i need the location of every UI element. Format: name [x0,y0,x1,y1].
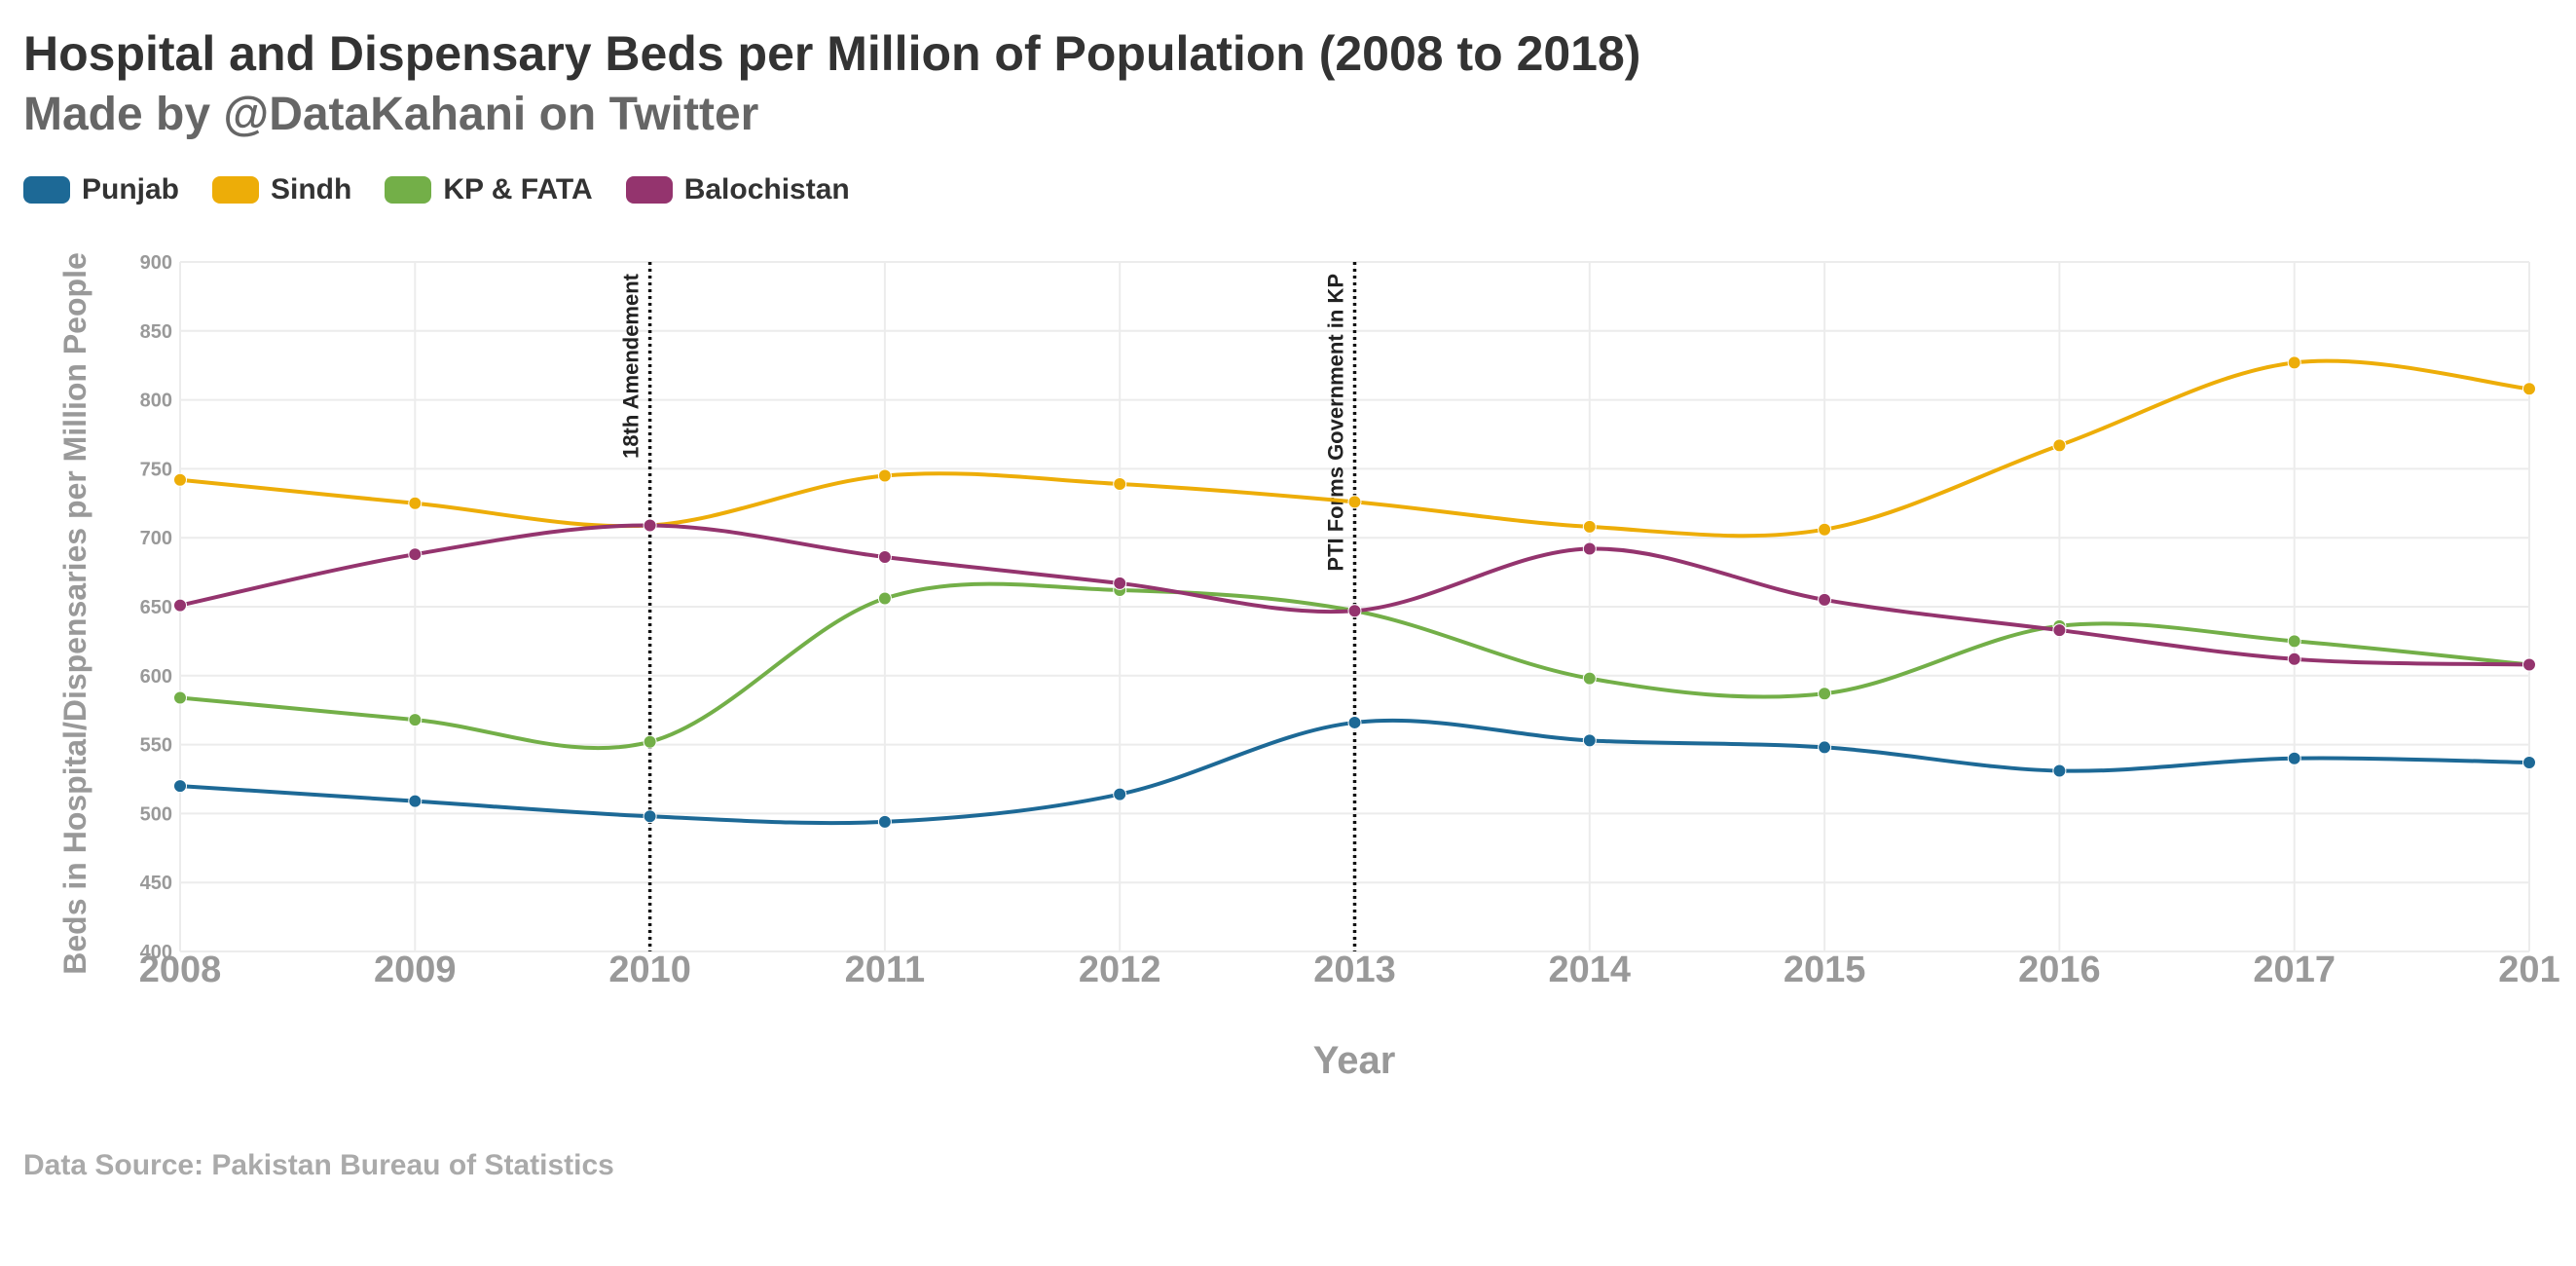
point-kp-fata-2015 [1818,687,1832,701]
y-tick-label-550: 550 [140,735,172,757]
y-tick-label-400: 400 [140,942,172,963]
point-balochistan-2018 [2522,657,2536,672]
x-axis-label: Year [1313,1039,1396,1082]
y-tick-label-800: 800 [140,391,172,412]
point-kp-fata-2017 [2287,634,2301,649]
y-tick-label-650: 650 [140,597,172,618]
x-tick-label-2008: 2008 [139,950,222,990]
x-tick-label-2014: 2014 [1549,950,1632,990]
point-punjab-2017 [2287,751,2301,765]
point-punjab-2016 [2052,763,2067,778]
x-axis-ticks: 2008 2009 2010 2011 2012 2013 2014 2015 2016 2017… [139,950,2560,990]
y-tick-label-600: 600 [140,666,172,688]
point-balochistan-2010 [643,518,657,533]
point-kp-fata-2014 [1582,671,1597,686]
point-sindh-2012 [1113,476,1127,491]
x-tick-label-2018: 201 [2498,950,2559,990]
point-punjab-2012 [1113,787,1127,801]
annotation-label-1: PTI Forms Government in KP [1324,274,1348,572]
point-punjab-2010 [643,809,657,824]
point-balochistan-2009 [408,547,423,562]
point-sindh-2014 [1582,519,1597,534]
point-sindh-2018 [2522,382,2536,396]
x-tick-label-2009: 2009 [374,950,457,990]
x-tick-label-2017: 2017 [2253,950,2336,990]
point-punjab-2015 [1818,740,1832,755]
point-balochistan-2013 [1347,604,1362,618]
point-sindh-2015 [1818,522,1832,537]
legend-swatch-sindh [212,176,260,204]
y-tick-label-500: 500 [140,803,172,825]
point-punjab-2009 [408,794,423,808]
legend-label-balochistan: Balochistan [683,173,850,205]
point-balochistan-2011 [877,550,892,565]
point-sindh-2017 [2287,355,2301,370]
point-balochistan-2008 [173,598,187,613]
chart-title: Hospital and Dispensary Beds per Million… [23,26,1641,81]
point-punjab-2018 [2522,756,2536,770]
x-tick-label-2016: 2016 [2018,950,2101,990]
point-sindh-2011 [877,468,892,483]
point-balochistan-2014 [1582,541,1597,556]
point-sindh-2013 [1347,495,1362,509]
y-tick-label-850: 850 [140,321,172,343]
y-tick-label-900: 900 [140,252,172,274]
legend-item-balochistan[interactable]: Balochistan [625,173,850,206]
point-kp-fata-2009 [408,713,423,727]
point-sindh-2009 [408,496,423,510]
legend-item-kp-fata[interactable]: KP & FATA [385,173,593,206]
point-balochistan-2016 [2052,623,2067,638]
x-tick-label-2013: 2013 [1313,950,1396,990]
point-sindh-2008 [173,472,187,487]
point-sindh-2016 [2052,438,2067,453]
y-axis-label: Beds in Hospital/Dispensaries per Millio… [57,252,92,975]
legend-label-sindh: Sindh [271,173,352,205]
legend: Punjab Sindh KP & FATA Balochistan [23,173,850,206]
legend-item-sindh[interactable]: Sindh [212,173,351,206]
data-source-note: Data Source: Pakistan Bureau of Statisti… [23,1149,614,1181]
point-punjab-2011 [877,814,892,829]
chart-subtitle: Made by @DataKahani on Twitter [23,89,759,140]
point-balochistan-2017 [2287,652,2301,666]
x-tick-label-2015: 2015 [1784,950,1866,990]
x-tick-label-2010: 2010 [608,950,691,990]
point-kp-fata-2011 [877,591,892,606]
y-axis-ticks: 400 450 500 550 600 650 700 750 800 850 900 [140,252,172,963]
x-tick-label-2012: 2012 [1079,950,1161,990]
point-balochistan-2015 [1818,592,1832,607]
legend-swatch-kp-fata [385,176,432,204]
point-balochistan-2012 [1113,576,1127,590]
point-kp-fata-2010 [643,734,657,749]
annotation-label-0: 18th Amendement [619,273,644,459]
legend-swatch-balochistan [625,176,673,204]
point-punjab-2013 [1347,715,1362,729]
y-tick-label-750: 750 [140,459,172,480]
legend-swatch-punjab [23,176,70,204]
point-punjab-2014 [1582,733,1597,748]
legend-item-punjab[interactable]: Punjab [23,173,179,206]
y-tick-label-450: 450 [140,873,172,894]
annotations: 18th Amendement PTI Forms Government in K… [619,262,1357,951]
point-kp-fata-2008 [173,690,187,705]
point-punjab-2008 [173,779,187,794]
y-tick-label-700: 700 [140,528,172,549]
series-lines [173,355,2536,829]
legend-label-punjab: Punjab [82,173,180,205]
legend-label-kp-fata: KP & FATA [443,173,593,205]
x-tick-label-2011: 2011 [845,950,925,990]
